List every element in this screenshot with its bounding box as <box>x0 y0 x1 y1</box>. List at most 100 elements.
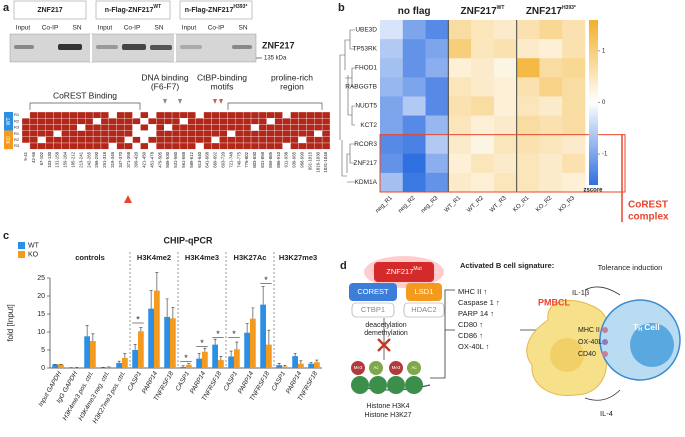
row-label: TP53RK <box>352 45 377 52</box>
bar <box>58 364 64 368</box>
peptide-label: 1016-1030 <box>315 151 320 172</box>
coverage-cell <box>187 111 196 119</box>
error-bar <box>293 352 297 357</box>
effect-label: demethylation <box>364 330 408 337</box>
heat-cell <box>448 39 472 59</box>
coverage-cell <box>195 142 204 150</box>
coverage-cell <box>250 136 260 144</box>
heat-cell <box>448 58 472 78</box>
coverage-cell <box>61 142 70 150</box>
coverage-cell <box>140 111 149 119</box>
sig-label: * <box>184 353 188 363</box>
coverage-cell <box>235 111 244 119</box>
coverage-cell <box>156 118 165 125</box>
heat-cell <box>493 39 517 59</box>
coverage-cell <box>219 124 228 131</box>
histone-label: Histone H3K27 <box>364 412 411 419</box>
peptide-label: 5-41 <box>23 151 28 160</box>
blot-header-box <box>95 0 171 20</box>
bar <box>266 344 272 368</box>
coverage-cell <box>290 136 299 144</box>
coverage-cell <box>148 142 157 150</box>
blot-band <box>122 44 146 50</box>
heat-cell <box>402 96 426 116</box>
coverage-cell <box>116 111 125 119</box>
lane-label: Co-IP <box>124 25 141 32</box>
peptide-label: 42-66 <box>31 151 36 163</box>
coverage-cell <box>53 142 62 150</box>
lane-label: SN <box>72 25 81 32</box>
heat-cell <box>539 134 563 155</box>
heat-cell <box>425 96 449 116</box>
coverage-cell <box>235 124 244 131</box>
coverage-cell <box>179 118 188 125</box>
peptide-label: 159-184 <box>63 151 68 167</box>
coverage-cell <box>156 142 165 150</box>
coverage-cell <box>45 136 54 144</box>
x-tick-label: CASP1 <box>222 370 239 392</box>
th-nucleus <box>630 323 674 367</box>
coverage-cell <box>21 142 31 150</box>
bar <box>260 304 266 368</box>
heat-cell <box>493 115 517 135</box>
rep-label: R3 <box>14 143 20 148</box>
peptide-label: 803-830 <box>252 151 257 167</box>
histone-mark-label: Ac <box>373 365 379 370</box>
heat-cell <box>539 96 563 116</box>
th-cell-label: TH Cell <box>633 322 660 333</box>
group-label-main: no flag <box>398 6 431 17</box>
protein-label: ZNF217 <box>262 40 295 50</box>
bar <box>154 290 160 368</box>
column-label: KO_R1 <box>512 195 531 214</box>
coverage-cell <box>274 124 283 131</box>
coverage-cell <box>321 130 331 137</box>
blot-band <box>14 45 34 49</box>
panel-label: d <box>340 260 347 272</box>
coverage-cell <box>306 130 315 137</box>
coverage-cell <box>321 118 331 125</box>
peptide-label: 371-398 <box>126 151 131 167</box>
legend-swatch <box>18 251 25 258</box>
error-bar <box>213 338 217 345</box>
complex-protein: HDAC2 <box>411 305 436 314</box>
coverage-cell <box>321 136 331 144</box>
heat-cell <box>471 153 495 174</box>
x-tick-label: CASP1 <box>126 370 143 392</box>
heat-cell <box>562 58 586 78</box>
coverage-cell <box>321 124 331 131</box>
error-bar <box>277 363 281 366</box>
coverage-cell <box>100 124 110 131</box>
coverage-cell <box>29 142 38 150</box>
legend-label: KO <box>28 251 39 258</box>
coverage-cell <box>258 142 267 150</box>
peptide-label: 242-265 <box>86 151 91 167</box>
tolerance-label: Tolerance induction <box>598 263 663 272</box>
coverage-cell <box>148 111 157 119</box>
bar <box>132 350 138 368</box>
peptide-label: 1031-1048 <box>323 151 328 172</box>
coverage-cell <box>21 111 31 119</box>
panel-label: b <box>338 2 345 14</box>
heat-cell <box>425 115 449 135</box>
coverage-cell <box>92 136 102 144</box>
coverage-cell <box>211 136 220 144</box>
coverage-cell <box>314 136 323 144</box>
heat-cell <box>380 134 404 155</box>
coverage-cell <box>116 118 125 125</box>
rep-label: R1 <box>14 112 20 117</box>
coverage-cell <box>171 124 181 131</box>
legend-label: WT <box>28 242 40 249</box>
histone-mark <box>389 361 403 375</box>
coverage-cell <box>69 111 78 119</box>
coverage-cell <box>92 130 102 137</box>
row-label: RABGGTB <box>345 84 377 91</box>
blot-band <box>96 45 118 49</box>
blot-band <box>58 44 82 50</box>
error-bar <box>117 360 121 363</box>
coverage-cell <box>219 118 228 125</box>
heat-cell <box>448 134 472 155</box>
coverage-cell <box>298 111 307 119</box>
bar <box>90 341 96 368</box>
coverage-cell <box>53 118 62 125</box>
